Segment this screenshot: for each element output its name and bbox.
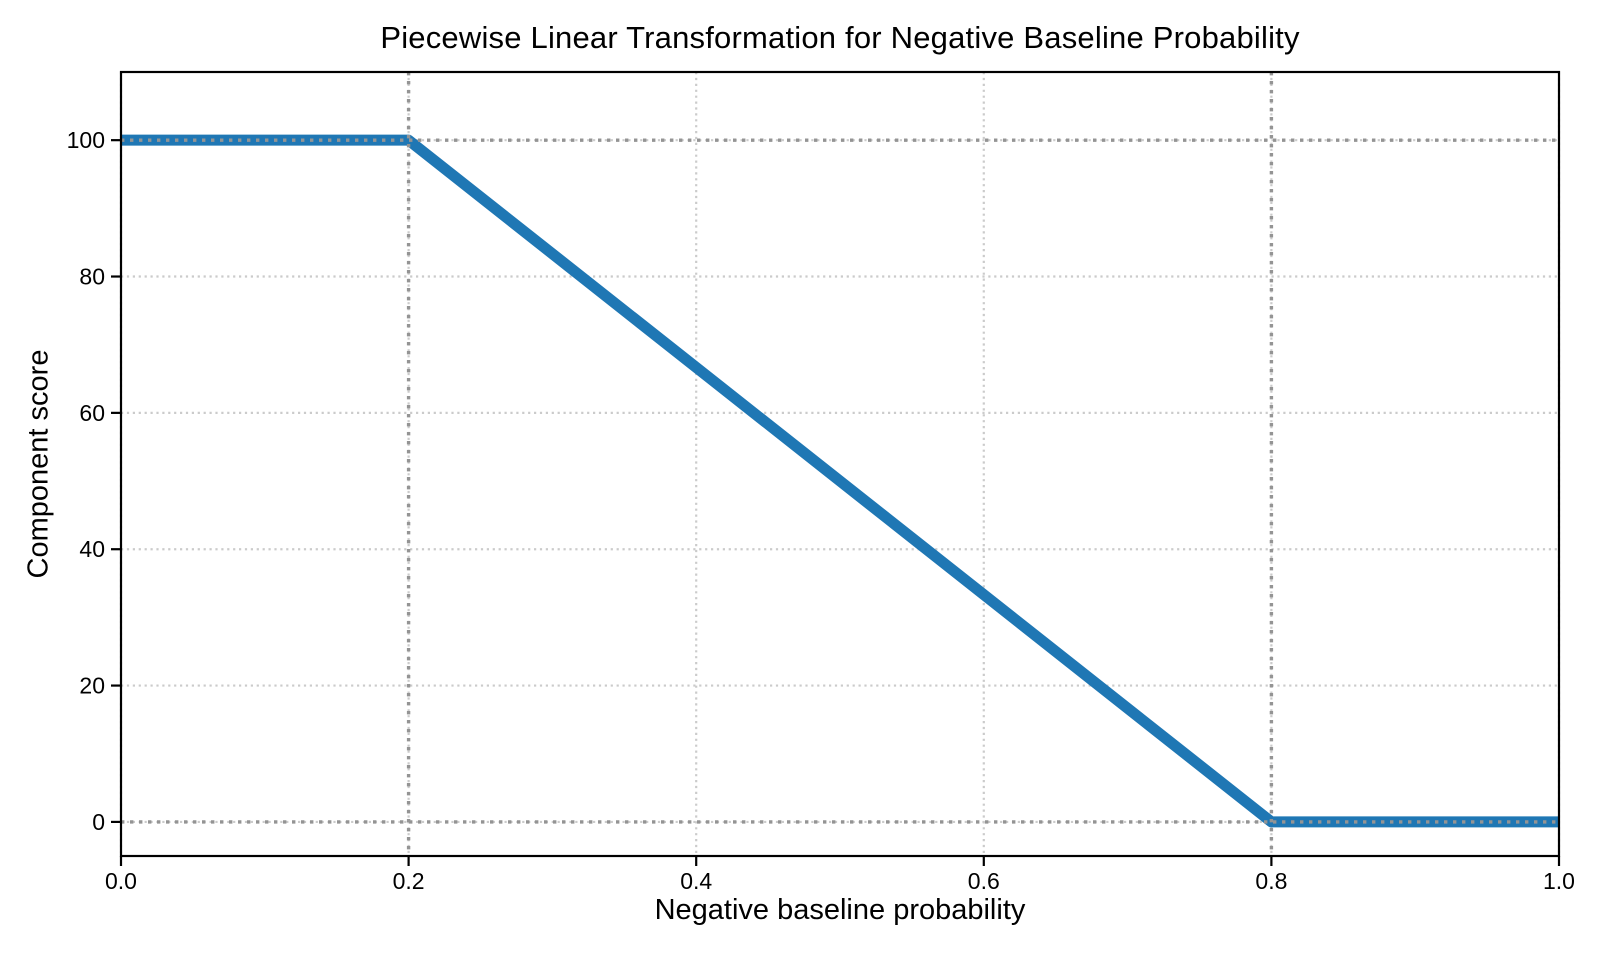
x-axis-label: Negative baseline probability: [654, 894, 1026, 926]
y-tick-label: 60: [79, 400, 105, 426]
x-tick-label: 0.6: [968, 868, 1000, 894]
y-tick-label: 0: [92, 809, 105, 835]
x-tick-label: 0.2: [393, 868, 425, 894]
x-tick-label: 0.0: [105, 868, 137, 894]
x-tick-label: 0.8: [1255, 868, 1287, 894]
y-tick-label: 40: [79, 536, 105, 562]
y-tick-label: 80: [79, 264, 105, 290]
axes-spines: [119, 70, 1561, 858]
y-axis-label: Component score: [22, 349, 55, 579]
y-tick-label: 20: [79, 673, 105, 699]
y-tick-label: 100: [67, 127, 105, 153]
chart-title: Piecewise Linear Transformation for Nega…: [380, 20, 1300, 55]
x-tick-label: 0.4: [680, 868, 712, 894]
series-line-component-score: [121, 134, 1559, 828]
x-tick-label: 1.0: [1543, 868, 1575, 894]
